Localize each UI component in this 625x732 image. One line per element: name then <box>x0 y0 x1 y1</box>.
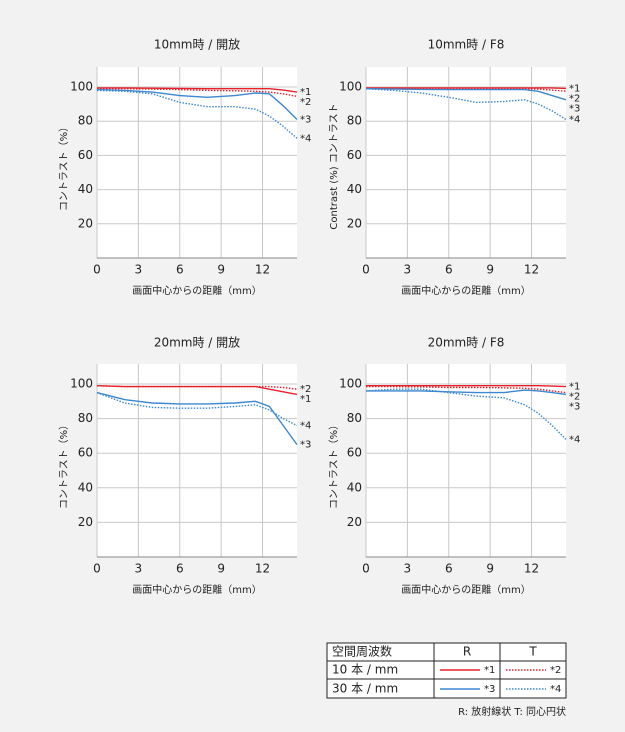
y-tick-label: 20 <box>78 515 93 529</box>
series-line <box>97 87 298 93</box>
y-axis-label: コントラスト（%） <box>58 420 70 509</box>
series-end-label: *2 <box>569 392 580 403</box>
legend-row: 10 本 / mm <box>332 663 398 677</box>
x-tick-label: 3 <box>135 562 143 576</box>
legend-title: 空間周波数 <box>332 644 392 659</box>
plot-area <box>366 67 566 258</box>
series-end-label: *4 <box>569 114 580 125</box>
series-end-label: *2 <box>300 97 311 108</box>
chart-title: 20mm時 / F8 <box>428 336 505 350</box>
x-tick-label: 12 <box>524 263 539 277</box>
y-tick-label: 80 <box>347 411 362 425</box>
x-tick-label: 3 <box>404 263 412 277</box>
x-tick-label: 6 <box>176 263 184 277</box>
series-end-label: *1 <box>569 382 580 393</box>
x-tick-label: 6 <box>445 263 453 277</box>
y-tick-label: 100 <box>339 80 362 94</box>
x-axis-label: 画面中心からの距離（mm） <box>401 583 530 596</box>
y-tick-label: 100 <box>70 377 93 391</box>
x-tick-label: 9 <box>217 562 225 576</box>
y-tick-label: 40 <box>78 182 93 196</box>
series-end-label: *3 <box>569 402 580 413</box>
y-tick-label: 100 <box>70 80 93 94</box>
x-axis-label: 画面中心からの距離（mm） <box>132 284 261 297</box>
series-end-label: *2 <box>300 384 311 395</box>
x-tick-label: 0 <box>93 562 101 576</box>
plot-area <box>97 67 297 258</box>
x-tick-label: 6 <box>445 562 453 576</box>
y-tick-label: 20 <box>347 515 362 529</box>
y-tick-label: 80 <box>78 411 93 425</box>
series-line <box>366 385 567 388</box>
legend-label: *2 <box>550 665 561 676</box>
x-axis-label: 画面中心からの距離（mm） <box>132 583 261 596</box>
series-line <box>365 88 567 101</box>
chart-title: 10mm時 / 開放 <box>154 37 240 52</box>
legend-column: R <box>463 645 471 659</box>
chart-title: 20mm時 / 開放 <box>154 335 240 350</box>
series-end-label: *1 <box>300 394 311 405</box>
series-line <box>366 87 567 90</box>
series-line <box>96 385 298 390</box>
y-tick-label: 60 <box>347 148 362 162</box>
y-tick-label: 80 <box>78 114 93 128</box>
series-end-label: *2 <box>569 93 580 104</box>
y-tick-label: 40 <box>347 480 362 494</box>
y-axis-label: コントラスト（%） <box>58 122 70 211</box>
chart-title: 10mm時 / F8 <box>428 38 505 52</box>
legend-label: *3 <box>484 684 495 695</box>
plot-area <box>97 364 297 557</box>
y-axis-label: コントラスト（%） <box>328 420 340 509</box>
legend-label: *4 <box>550 684 561 695</box>
legend-note: R: 放射線状 T: 同心円状 <box>458 705 566 718</box>
legend-label: *1 <box>484 665 495 676</box>
series-end-label: *3 <box>300 440 311 451</box>
series-end-label: *1 <box>300 87 311 98</box>
y-axis-label: Contrast (%) コントラスト <box>328 103 340 229</box>
series-line <box>366 389 567 396</box>
series-end-label: *4 <box>569 434 580 445</box>
series-line <box>96 391 298 427</box>
y-tick-label: 60 <box>78 148 93 162</box>
y-tick-label: 20 <box>347 216 362 230</box>
y-tick-label: 60 <box>78 446 93 460</box>
legend-column: T <box>528 645 537 659</box>
x-tick-label: 9 <box>486 562 494 576</box>
x-tick-label: 9 <box>217 263 225 277</box>
y-tick-label: 40 <box>347 182 362 196</box>
series-line <box>96 391 298 446</box>
y-tick-label: 80 <box>347 114 362 128</box>
plot-area <box>366 364 566 557</box>
y-tick-label: 40 <box>78 480 93 494</box>
x-tick-label: 0 <box>93 263 101 277</box>
series-line <box>366 88 567 92</box>
x-tick-label: 3 <box>135 263 143 277</box>
x-axis-label: 画面中心からの距離（mm） <box>401 284 530 297</box>
y-tick-label: 60 <box>347 446 362 460</box>
x-tick-label: 9 <box>486 263 494 277</box>
legend-row: 30 本 / mm <box>332 682 398 696</box>
series-line <box>97 88 298 98</box>
series-line <box>366 385 567 394</box>
series-end-label: *3 <box>300 114 311 125</box>
series-end-label: *3 <box>569 103 580 114</box>
x-tick-label: 0 <box>362 562 370 576</box>
y-tick-label: 100 <box>339 377 362 391</box>
x-tick-label: 0 <box>362 263 370 277</box>
x-tick-label: 6 <box>176 562 184 576</box>
series-end-label: *1 <box>569 83 580 94</box>
x-tick-label: 12 <box>255 263 270 277</box>
x-tick-label: 12 <box>524 562 539 576</box>
x-tick-label: 3 <box>404 562 412 576</box>
series-line <box>96 88 298 120</box>
x-tick-label: 12 <box>255 562 270 576</box>
y-tick-label: 20 <box>78 216 93 230</box>
series-end-label: *4 <box>300 133 311 144</box>
series-end-label: *4 <box>300 421 311 432</box>
